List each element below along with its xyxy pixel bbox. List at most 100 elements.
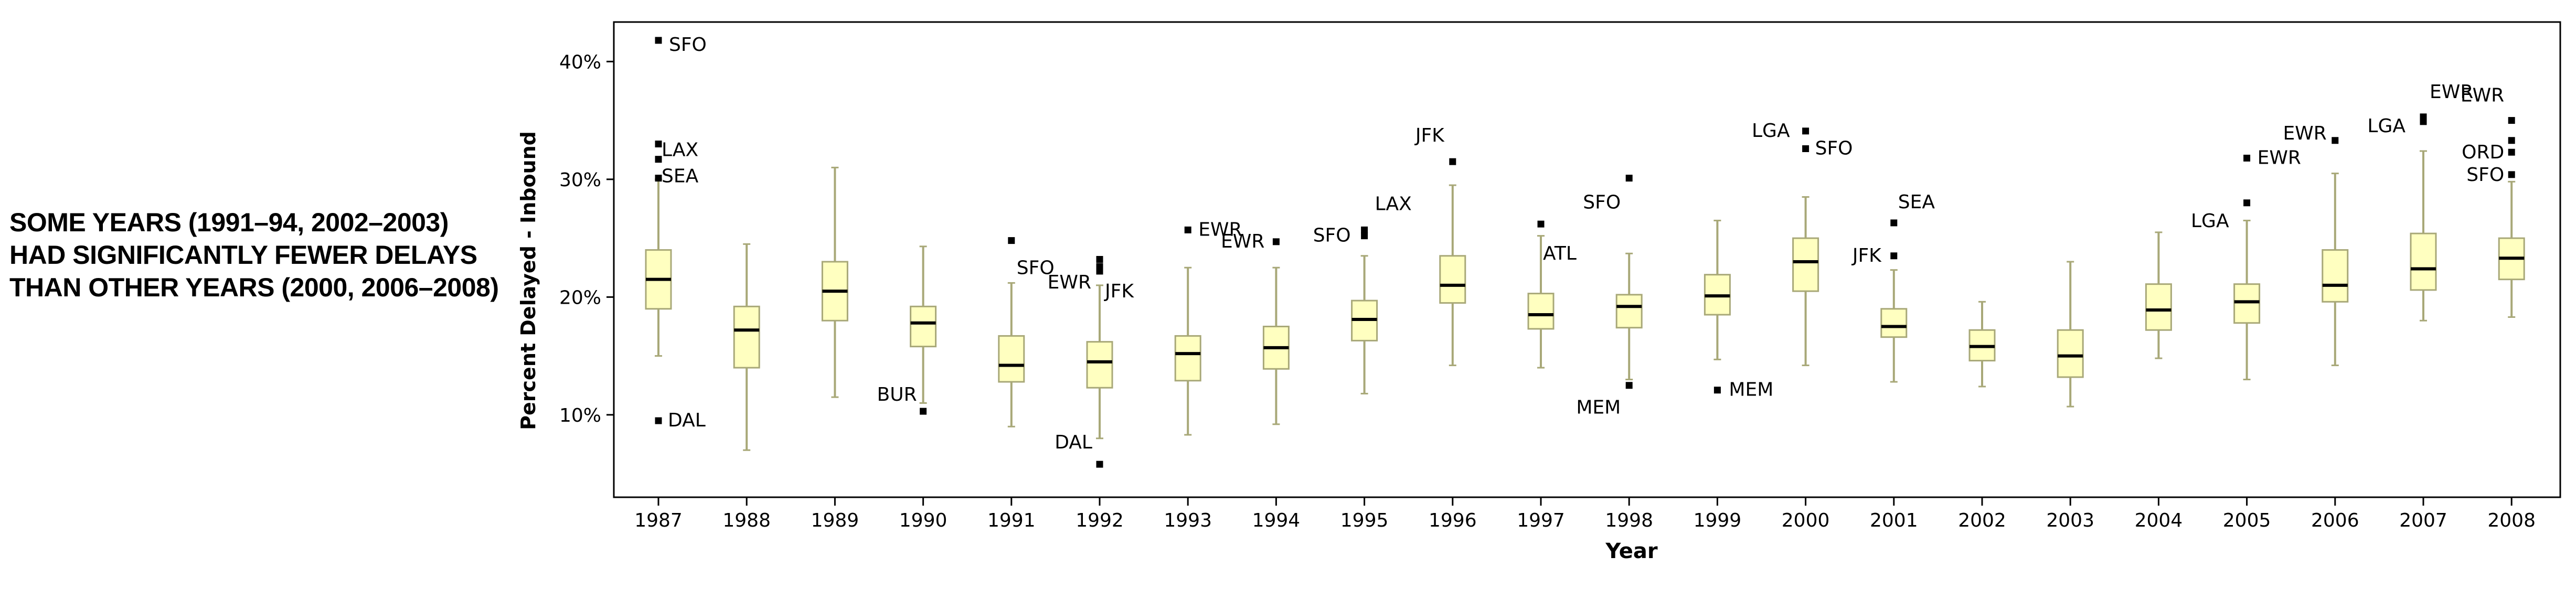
box-1999 bbox=[1704, 219, 1731, 394]
outlier-label: LGA bbox=[1752, 120, 1790, 142]
y-tick-label: 40% bbox=[559, 51, 601, 73]
chart-caption: SOME YEARS (1991–94, 2002–2003) HAD SIGN… bbox=[9, 206, 513, 304]
outlier-label: ORD bbox=[2462, 142, 2504, 163]
plot-frame bbox=[613, 21, 2561, 498]
x-tick-label: 2008 bbox=[2487, 510, 2536, 531]
box-2004 bbox=[2145, 231, 2172, 359]
box-iqr bbox=[1615, 294, 1643, 329]
box-1989 bbox=[821, 166, 848, 398]
outlier-point bbox=[1713, 387, 1721, 394]
outlier-point bbox=[1890, 219, 1898, 227]
outlier-point bbox=[1802, 145, 1809, 152]
box-1992 bbox=[1086, 256, 1113, 468]
outlier-label: MEM bbox=[1729, 379, 1773, 401]
box-iqr bbox=[2233, 283, 2261, 324]
box-1997 bbox=[1527, 220, 1555, 369]
outlier-label: JFK bbox=[1104, 281, 1134, 302]
outlier-point bbox=[1096, 268, 1103, 275]
outlier-point bbox=[1184, 226, 1191, 233]
outlier-label: DAL bbox=[668, 410, 706, 431]
x-tick-label: 1987 bbox=[634, 510, 683, 531]
x-tick-label: 2007 bbox=[2399, 510, 2447, 531]
box-2007 bbox=[2410, 113, 2437, 322]
outlier-label: EWR bbox=[2461, 85, 2504, 106]
outlier-point bbox=[1537, 220, 1545, 228]
box-iqr bbox=[910, 305, 937, 348]
outlier-point bbox=[920, 408, 927, 415]
box-1993 bbox=[1174, 226, 1201, 436]
box-2005 bbox=[2233, 154, 2261, 380]
x-tick-label: 2000 bbox=[1782, 510, 1830, 531]
outlier-point bbox=[655, 175, 662, 182]
outlier-label: SFO bbox=[2466, 164, 2504, 186]
outlier-point bbox=[1361, 232, 1368, 240]
caption-line: SOME YEARS (1991–94, 2002–2003) bbox=[9, 208, 449, 237]
box-iqr bbox=[2322, 249, 2349, 303]
outlier-label: SEA bbox=[662, 166, 699, 187]
outlier-label: ATL bbox=[1543, 243, 1577, 264]
box-1998 bbox=[1615, 175, 1643, 389]
outlier-label: SFO bbox=[1313, 225, 1351, 247]
outlier-point bbox=[655, 417, 662, 424]
outlier-point bbox=[2508, 148, 2515, 156]
outlier-point bbox=[655, 141, 662, 147]
outlier-point bbox=[1096, 256, 1103, 263]
y-tick-label: 10% bbox=[559, 405, 601, 426]
box-iqr bbox=[1439, 255, 1466, 304]
outlier-point bbox=[1272, 238, 1280, 245]
outlier-label: SEA bbox=[1898, 191, 1935, 213]
box-iqr bbox=[2410, 232, 2437, 291]
outlier-label: MEM bbox=[1576, 397, 1621, 419]
outlier-point bbox=[1890, 252, 1898, 260]
x-tick-label: 1992 bbox=[1076, 510, 1124, 531]
box-2003 bbox=[2057, 261, 2084, 408]
box-2006 bbox=[2322, 137, 2349, 367]
outlier-label: EWR bbox=[1221, 231, 1264, 252]
x-tick-label: 2002 bbox=[1958, 510, 2006, 531]
x-tick-label: 1993 bbox=[1164, 510, 1212, 531]
outlier-label: JFK bbox=[1414, 125, 1445, 146]
box-1988 bbox=[733, 243, 760, 451]
box-iqr bbox=[1086, 341, 1113, 389]
outlier-label: EWR bbox=[1048, 272, 1091, 293]
box-iqr bbox=[998, 335, 1025, 383]
outlier-point bbox=[2243, 154, 2251, 162]
x-tick-label: 2001 bbox=[1870, 510, 1918, 531]
box-1996 bbox=[1439, 158, 1466, 367]
outlier-label: EWR bbox=[2283, 123, 2326, 144]
outlier-point bbox=[1625, 382, 1633, 389]
boxes-layer bbox=[645, 37, 2525, 468]
axes-layer: 10% 20% 30% 40% 1987 1988 1989 1990 1991 1992 1993… bbox=[559, 21, 2561, 531]
x-tick-label: 1996 bbox=[1429, 510, 1477, 531]
box-iqr bbox=[1880, 308, 1908, 338]
outlier-point bbox=[2508, 117, 2515, 124]
box-iqr bbox=[2057, 329, 2084, 378]
box-2002 bbox=[1968, 301, 1996, 388]
outlier-label: LGA bbox=[2191, 210, 2229, 232]
x-tick-label: 1988 bbox=[722, 510, 771, 531]
outlier-label: LGA bbox=[2367, 115, 2405, 137]
outlier-point bbox=[1625, 175, 1633, 182]
outlier-point bbox=[1361, 226, 1368, 233]
outlier-point bbox=[655, 37, 662, 44]
y-tick-label: 20% bbox=[559, 287, 601, 308]
x-tick-label: 1990 bbox=[899, 510, 948, 531]
box-1990 bbox=[910, 245, 937, 415]
outlier-label: DAL bbox=[1055, 432, 1092, 453]
outlier-label: LAX bbox=[662, 140, 698, 161]
x-tick-label: 1998 bbox=[1605, 510, 1653, 531]
y-axis-label: Percent Delayed - Inbound bbox=[517, 131, 540, 430]
outlier-label: EWR bbox=[1198, 219, 1242, 240]
outlier-point bbox=[2420, 118, 2427, 125]
outlier-point bbox=[2508, 171, 2515, 178]
box-2000 bbox=[1792, 127, 1819, 367]
caption-line: HAD SIGNIFICANTLY FEWER DELAYS bbox=[9, 240, 477, 270]
outlier-point bbox=[1008, 237, 1015, 244]
box-1991 bbox=[998, 237, 1025, 427]
outlier-label: BUR bbox=[877, 384, 917, 405]
x-tick-label: 1994 bbox=[1252, 510, 1301, 531]
box-iqr bbox=[2145, 283, 2172, 331]
x-tick-label: 2006 bbox=[2311, 510, 2359, 531]
outlier-label: SFO bbox=[1017, 258, 1055, 279]
